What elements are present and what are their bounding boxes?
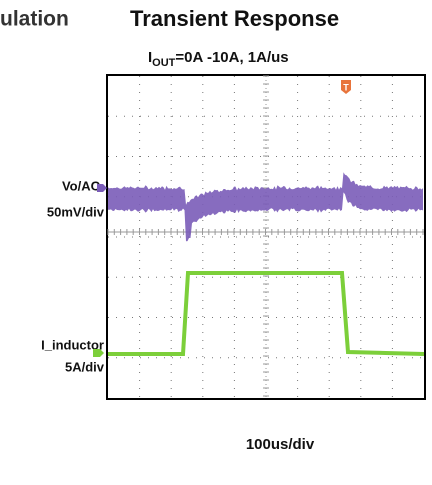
title: Transient Response <box>130 6 339 31</box>
timebase: 100us/div <box>246 436 315 453</box>
subtitle: IOUT=0A -10A, 1A/us <box>148 49 289 69</box>
current-trace <box>108 271 425 356</box>
subtitle-sub: OUT <box>152 57 176 69</box>
channel-scale: 5A/div <box>65 359 105 374</box>
channel-marker <box>97 184 107 192</box>
trigger-label: T <box>343 82 349 92</box>
subtitle-rest: =0A -10A, 1A/us <box>175 49 288 66</box>
channel-name: Vo/AC <box>62 178 101 193</box>
channel-marker <box>93 349 104 357</box>
subtitle-main: I <box>148 49 152 66</box>
channel-scale: 50mV/div <box>47 204 105 219</box>
trigger-marker <box>341 80 351 94</box>
channel-name: I_inductor <box>41 337 104 352</box>
scope-screen <box>106 74 426 400</box>
cut-title: ulation <box>0 8 69 31</box>
voltage-trace <box>108 172 423 242</box>
